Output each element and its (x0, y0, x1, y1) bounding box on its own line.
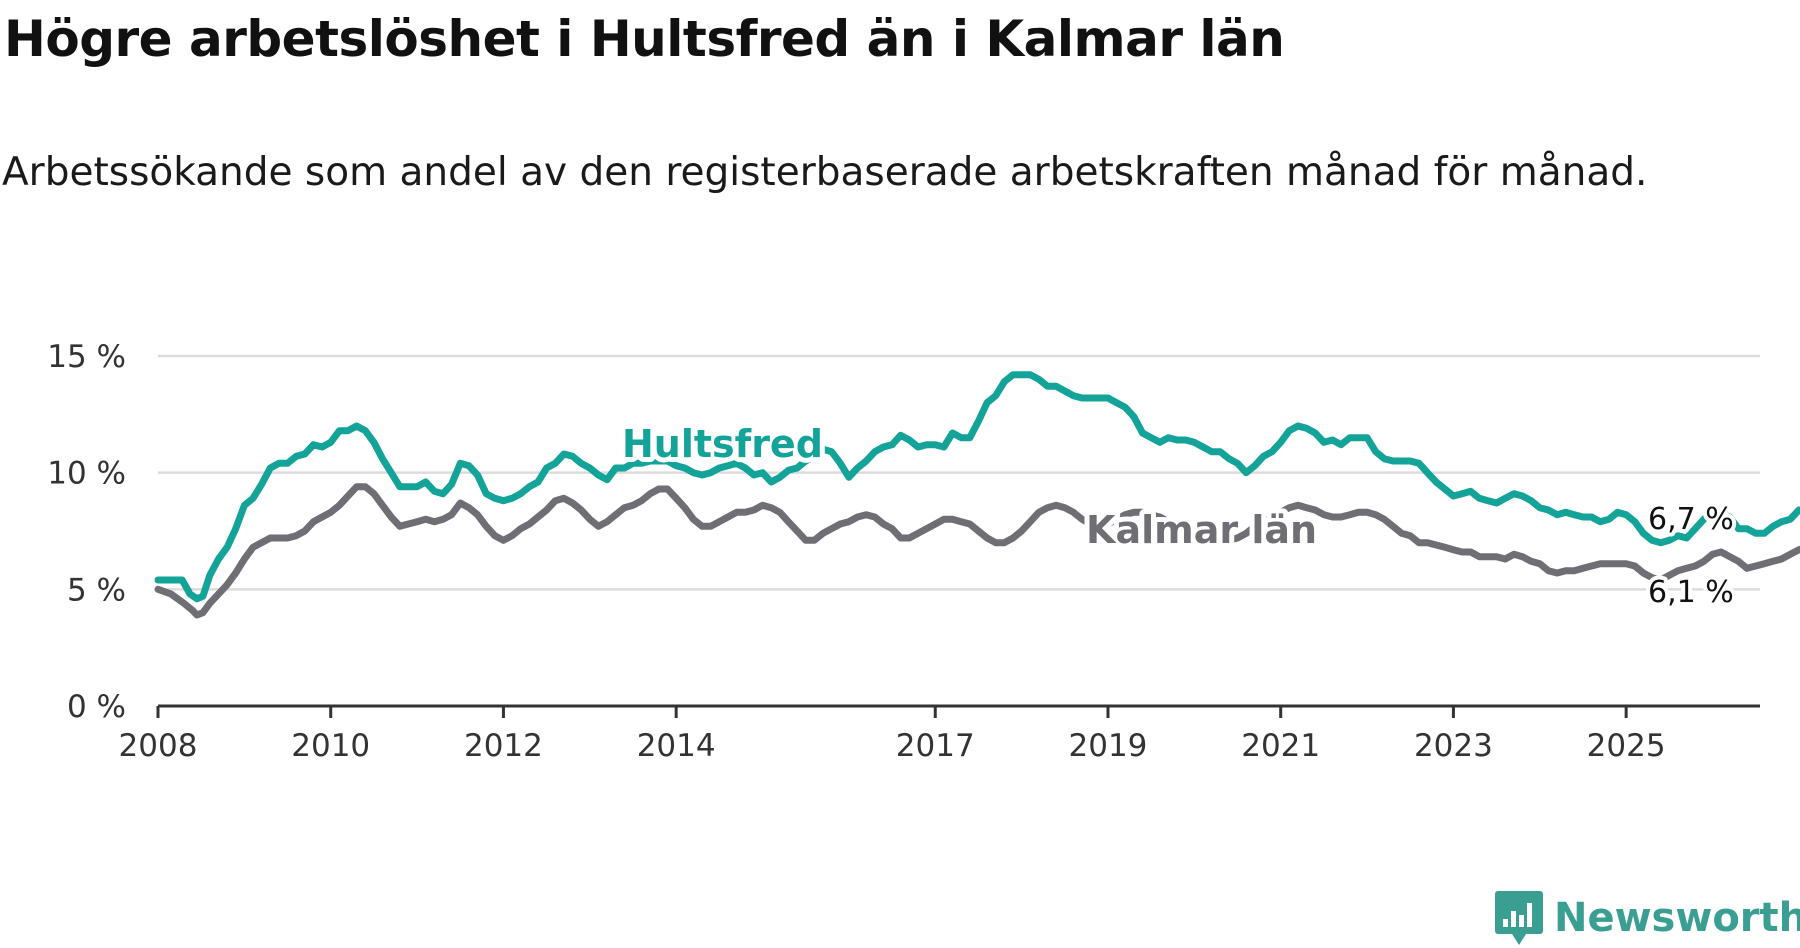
end-value-label-hultsfred: 6,7 % (1648, 502, 1734, 537)
x-tick-label: 2023 (1414, 728, 1493, 764)
x-tick-label: 2025 (1587, 728, 1666, 764)
newsworthy-logo: Newsworthy (1494, 888, 1800, 948)
x-tick-label: 2019 (1069, 728, 1148, 764)
y-tick-label: 5 % (67, 572, 126, 608)
x-axis: 2008 2010 2012 2014 2017 2019 2021 2023 2025 (119, 704, 1760, 764)
series-labels: Hultsfred Kalmar län 6,7 % 6,1 % (617, 417, 1738, 614)
chart-subtitle: Arbetssökande som andel av den registerb… (2, 150, 1648, 195)
series-line-kalmar-lan (154, 483, 1800, 619)
x-tick-label: 2010 (291, 728, 370, 764)
x-tick-label: 2014 (637, 728, 716, 764)
y-tick-label: 10 % (47, 456, 126, 492)
series-label-kalmar-lan: Kalmar län (1086, 508, 1317, 552)
series-label-hultsfred: Hultsfred (622, 422, 823, 466)
x-tick-label: 2008 (119, 728, 198, 764)
series-lines (154, 371, 1800, 619)
y-axis: 0 % 5 % 10 % 15 % (47, 339, 126, 725)
series-line-hultsfred (154, 371, 1800, 603)
y-tick-label: 0 % (67, 689, 126, 725)
x-tick-label: 2012 (464, 728, 543, 764)
brand-name: Newsworthy (1554, 895, 1800, 941)
x-tick-label: 2021 (1241, 728, 1320, 764)
chart-title: Högre arbetslöshet i Hultsfred än i Kalm… (4, 10, 1285, 68)
grid-lines (158, 354, 1760, 591)
newsworthy-icon (1495, 891, 1543, 945)
end-value-label-kalmar-lan: 6,1 % (1648, 575, 1734, 610)
x-tick-label: 2017 (896, 728, 975, 764)
y-tick-label: 15 % (47, 339, 126, 375)
